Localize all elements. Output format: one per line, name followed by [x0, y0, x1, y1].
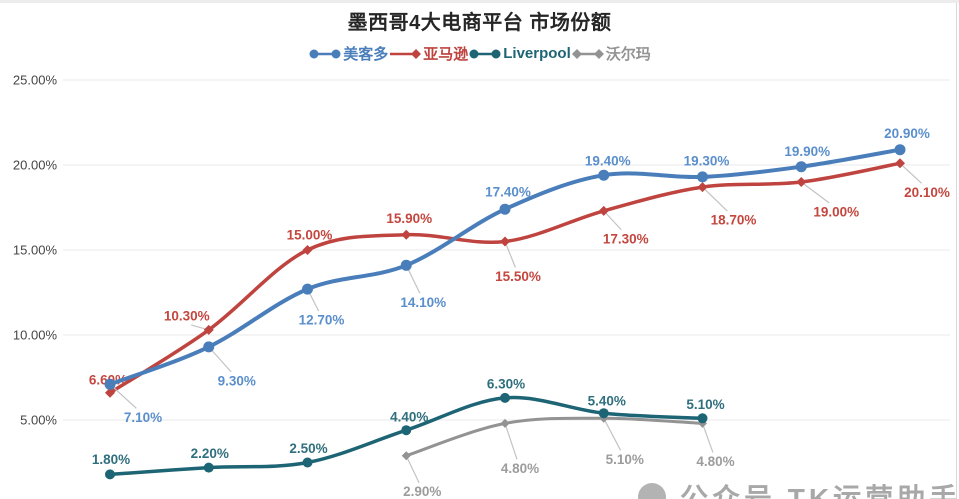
data-label: 2.20%	[191, 446, 229, 461]
watermark-text: 公众号 TK运营助手	[680, 483, 959, 499]
label-leader-line	[504, 241, 516, 268]
label-leader-line	[109, 383, 137, 409]
data-point-marker	[401, 229, 412, 240]
label-leader-line	[405, 455, 420, 483]
data-point-marker	[895, 158, 905, 169]
label-leader-line	[603, 210, 622, 231]
label-leader-line	[701, 423, 714, 453]
legend-item-亚马逊[interactable]: 亚马逊	[388, 43, 468, 64]
data-label: 5.10%	[606, 452, 644, 467]
data-point-marker	[401, 451, 411, 461]
y-tick-label: 15.00%	[13, 243, 58, 258]
data-label: 2.90%	[403, 484, 441, 499]
data-label: 1.80%	[92, 452, 130, 467]
data-label: 12.70%	[299, 313, 345, 328]
watermark: 公众号 TK运营助手	[638, 477, 959, 499]
label-leader-line	[603, 418, 622, 451]
data-label: 19.30%	[684, 153, 730, 168]
legend-label: 沃尔玛	[605, 46, 651, 63]
data-label: 5.10%	[686, 397, 724, 412]
data-point-marker	[203, 462, 214, 473]
data-label: 4.80%	[501, 461, 539, 476]
y-tick-label: 25.00%	[13, 73, 58, 88]
data-point-marker	[697, 182, 708, 193]
label-leader-line	[504, 423, 518, 460]
data-point-marker	[499, 203, 511, 215]
data-point-marker	[104, 378, 116, 390]
legend-marker-icon	[309, 49, 341, 58]
data-point-marker	[203, 341, 215, 353]
data-point-marker	[203, 324, 214, 335]
data-point-marker	[302, 283, 313, 295]
data-label: 9.30%	[218, 373, 256, 388]
data-point-marker	[500, 392, 510, 403]
legend-item-Liverpool[interactable]: Liverpool	[468, 45, 571, 62]
data-label: 4.40%	[390, 410, 428, 425]
data-label: 15.50%	[495, 269, 541, 284]
data-point-marker	[500, 236, 510, 247]
data-label: 5.40%	[588, 394, 626, 409]
chart-legend: 美客多 亚马逊 Liverpool 沃尔玛	[0, 43, 959, 64]
data-point-marker	[795, 161, 807, 173]
data-point-marker	[500, 418, 510, 428]
legend-marker-icon	[390, 48, 422, 59]
data-label: 18.70%	[711, 213, 757, 228]
legend-label: 亚马逊	[423, 46, 469, 63]
legend-item-沃尔玛[interactable]: 沃尔玛	[571, 43, 651, 64]
label-leader-line	[800, 181, 830, 204]
data-label: 19.00%	[813, 205, 859, 220]
data-label: 2.50%	[289, 441, 327, 456]
label-leader-line	[899, 162, 923, 184]
data-label: 15.90%	[386, 211, 432, 226]
data-label: 20.90%	[884, 126, 930, 141]
data-label: 17.30%	[603, 231, 649, 246]
y-tick-label: 10.00%	[13, 328, 58, 343]
data-label: 20.10%	[904, 185, 950, 200]
data-label: 10.30%	[164, 308, 210, 323]
legend-marker-icon	[469, 49, 501, 58]
data-point-marker	[598, 205, 609, 216]
y-tick-label: 20.00%	[13, 158, 58, 173]
series-line-沃尔玛	[404, 416, 704, 458]
data-point-marker	[400, 259, 412, 271]
y-tick-label: 5.00%	[20, 413, 57, 428]
data-label: 15.00%	[287, 228, 333, 243]
chart-title: 墨西哥4大电商平台 市场份额	[347, 12, 612, 34]
data-point-marker	[894, 144, 906, 156]
data-point-marker	[105, 469, 115, 480]
legend-label: Liverpool	[503, 45, 571, 62]
label-leader-line	[702, 186, 728, 212]
legend-marker-icon	[571, 48, 604, 59]
data-point-marker	[401, 425, 412, 436]
legend-label: 美客多	[343, 46, 389, 63]
data-point-marker	[697, 413, 708, 424]
data-point-marker	[302, 457, 313, 468]
data-label: 6.30%	[487, 376, 525, 391]
data-label: 19.40%	[585, 154, 631, 169]
data-label: 4.80%	[696, 454, 734, 469]
legend-item-美客多[interactable]: 美客多	[308, 43, 388, 64]
window-top-border	[0, 0, 959, 3]
data-point-marker	[598, 408, 609, 419]
data-label: 7.10%	[124, 410, 162, 425]
data-point-marker	[598, 169, 610, 181]
data-point-marker	[697, 171, 708, 183]
data-point-marker	[796, 177, 807, 187]
label-leader-line	[208, 346, 232, 373]
window-right-border	[956, 3, 957, 499]
watermark-logo-icon	[638, 483, 666, 499]
data-point-marker	[302, 245, 313, 255]
data-label: 17.40%	[485, 185, 531, 200]
data-label: 19.90%	[784, 144, 830, 159]
data-label: 14.10%	[400, 295, 446, 310]
data-point-marker	[105, 387, 115, 398]
